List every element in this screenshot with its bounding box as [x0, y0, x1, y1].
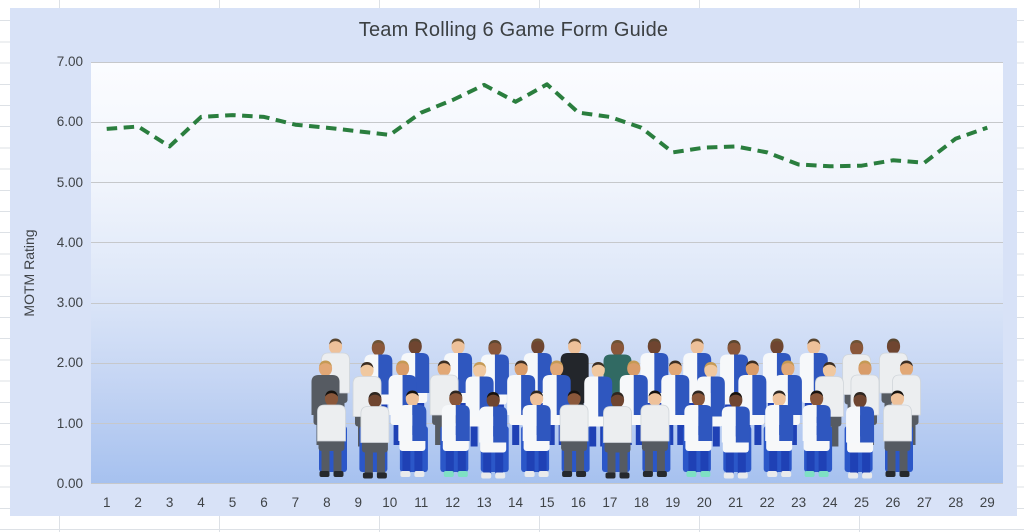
x-tick-label: 12	[445, 495, 461, 510]
x-tick-label: 8	[323, 495, 331, 510]
x-tick-label: 26	[885, 495, 901, 510]
gridline	[91, 242, 1003, 244]
x-tick-label: 20	[696, 495, 712, 510]
y-tick-label: 3.00	[56, 295, 83, 311]
y-tick-label: 4.00	[56, 234, 83, 250]
x-tick-label: 3	[165, 495, 174, 510]
x-tick-label: 6	[260, 495, 268, 510]
x-tick-label: 11	[414, 495, 429, 510]
y-tick-label: 5.00	[56, 174, 83, 190]
y-axis-title: MOTM Rating	[21, 229, 37, 317]
x-tick-label: 16	[570, 495, 586, 510]
x-tick-label: 25	[853, 495, 869, 510]
x-tick-label: 10	[382, 495, 398, 510]
chart-object[interactable]: Team Rolling 6 Game Form Guide MOTM Rati…	[10, 8, 1017, 516]
chart-title: Team Rolling 6 Game Form Guide	[358, 19, 669, 41]
plot-area	[91, 62, 1003, 484]
y-tick-label: 7.00	[56, 54, 83, 69]
gridline	[91, 62, 1003, 63]
x-tick-label: 1	[102, 495, 111, 510]
x-tick-label: 24	[822, 495, 838, 510]
x-tick-label: 27	[916, 495, 932, 510]
x-tick-label: 21	[728, 495, 744, 510]
x-tick-label: 18	[633, 495, 649, 510]
x-tick-label: 15	[539, 495, 555, 510]
x-tick-label: 19	[665, 495, 681, 510]
team-photo	[311, 330, 921, 482]
x-tick-label: 7	[291, 495, 300, 510]
gridline	[91, 302, 1003, 304]
form-line-series	[106, 82, 988, 169]
gridline	[91, 182, 1003, 184]
gridline	[91, 121, 1003, 123]
x-tick-label: 17	[602, 495, 618, 510]
x-tick-label: 22	[759, 495, 775, 510]
x-tick-label: 13	[476, 495, 492, 510]
x-tick-label: 2	[134, 495, 142, 510]
gridline	[91, 483, 1003, 484]
x-tick-label: 29	[979, 495, 995, 510]
x-tick-label: 23	[791, 495, 807, 510]
x-tick-label: 28	[948, 495, 964, 510]
x-tick-label: 4	[197, 495, 205, 510]
y-tick-label: 6.00	[56, 114, 83, 130]
x-tick-label: 9	[354, 495, 363, 510]
x-tick-label: 14	[508, 495, 524, 510]
y-tick-label: 2.00	[56, 355, 83, 371]
y-tick-label: 0.00	[56, 476, 83, 491]
y-tick-label: 1.00	[56, 415, 83, 431]
x-tick-label: 5	[228, 495, 237, 510]
